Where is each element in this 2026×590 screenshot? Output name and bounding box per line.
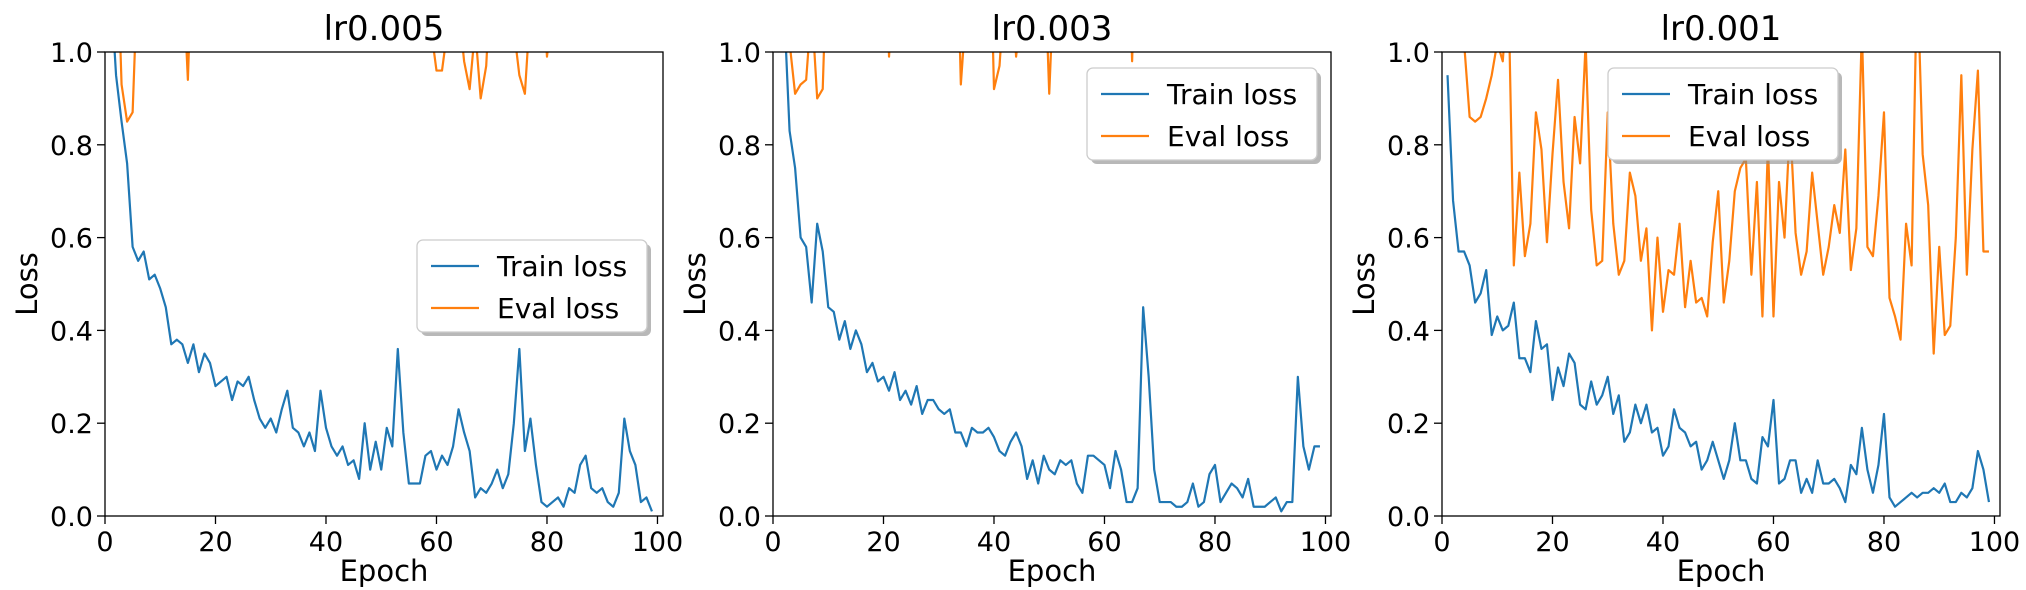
chart-title: lr0.003 [992, 9, 1113, 49]
chart-title: lr0.001 [1661, 9, 1782, 49]
y-tick-label: 0.6 [50, 224, 93, 255]
y-tick-label: 0.2 [718, 409, 761, 440]
legend: Train loss Eval loss [1086, 67, 1321, 164]
x-tick-label: 20 [1535, 527, 1569, 558]
chart-panel: lr0.003 0 20 40 60 80 100 0.0 0.2 0.4 0.6 0.8 1.0 Epo… [678, 9, 1352, 588]
x-axis-label: Epoch [340, 554, 429, 588]
legend-label: Train loss [496, 250, 627, 283]
plot-frame [1441, 51, 2001, 517]
x-tick-label: 40 [1646, 527, 1680, 558]
y-tick-label: 1.0 [1387, 38, 1430, 69]
plot-frame [104, 51, 664, 517]
x-axis-label: Epoch [1677, 554, 1766, 588]
legend: Train loss Eval loss [1607, 67, 1842, 164]
y-tick-label: 0.4 [50, 316, 93, 347]
x-tick-label: 40 [977, 527, 1011, 558]
legend-label: Train loss [1166, 78, 1297, 111]
x-tick-label: 100 [1969, 527, 2021, 558]
y-tick-label: 0.8 [50, 131, 93, 162]
legend-label: Train loss [1687, 78, 1818, 111]
y-tick-label: 0.0 [50, 502, 93, 533]
y-tick-label: 0.8 [1387, 131, 1430, 162]
x-tick-label: 20 [198, 527, 232, 558]
x-tick-label: 80 [1867, 527, 1901, 558]
x-tick-label: 0 [764, 527, 781, 558]
legend-label: Eval loss [1167, 120, 1289, 153]
x-axis-label: Epoch [1008, 554, 1097, 588]
y-axis-label: Loss [678, 252, 712, 316]
y-tick-label: 0.4 [718, 316, 761, 347]
legend-label: Eval loss [1688, 120, 1810, 153]
x-tick-label: 0 [1433, 527, 1450, 558]
chart-panel: lr0.005 0 20 40 60 80 100 0.0 0.2 0.4 0.6 0.8 1.0 Epo… [10, 9, 684, 588]
chart-panel: lr0.001 0 20 40 60 80 100 0.0 0.2 0.4 0.6 0.8 1.0 Epo… [1347, 9, 2021, 588]
chart-title: lr0.005 [324, 9, 445, 49]
y-tick-label: 0.6 [718, 224, 761, 255]
x-tick-label: 80 [530, 527, 564, 558]
x-tick-label: 60 [1087, 527, 1121, 558]
y-tick-label: 0.2 [1387, 409, 1430, 440]
chart-panels: lr0.005 0 20 40 60 80 100 0.0 0.2 0.4 0.6 0.8 1.0 Epo… [10, 9, 2021, 588]
x-tick-label: 60 [1756, 527, 1790, 558]
y-axis-label: Loss [1347, 252, 1381, 316]
x-tick-label: 40 [309, 527, 343, 558]
y-tick-label: 0.4 [1387, 316, 1430, 347]
x-tick-label: 100 [1300, 527, 1352, 558]
legend: Train loss Eval loss [416, 239, 651, 336]
y-tick-label: 0.0 [718, 502, 761, 533]
series-line [784, 52, 1320, 513]
series-line [1463, 52, 1989, 355]
x-tick-label: 80 [1198, 527, 1232, 558]
x-tick-label: 60 [419, 527, 453, 558]
y-tick-label: 0.2 [50, 409, 93, 440]
legend-label: Eval loss [497, 292, 619, 325]
series-line [113, 52, 653, 512]
plot-frame [772, 51, 1332, 517]
y-tick-label: 0.0 [1387, 502, 1430, 533]
y-tick-label: 0.8 [718, 131, 761, 162]
series-line [789, 52, 1134, 100]
x-tick-label: 100 [632, 527, 684, 558]
y-axis-label: Loss [10, 252, 44, 316]
x-tick-label: 0 [96, 527, 113, 558]
x-tick-label: 20 [866, 527, 900, 558]
y-tick-label: 0.6 [1387, 224, 1430, 255]
y-tick-label: 1.0 [718, 38, 761, 69]
y-tick-label: 1.0 [50, 38, 93, 69]
series-line [1446, 75, 1991, 508]
